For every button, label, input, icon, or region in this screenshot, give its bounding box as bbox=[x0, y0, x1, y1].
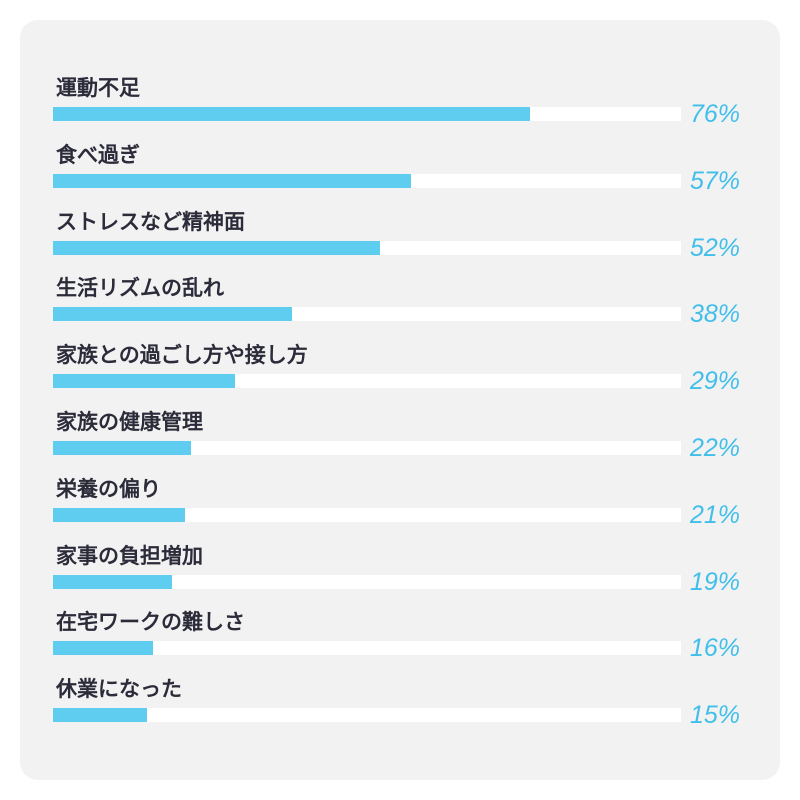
category-label: 栄養の偏り bbox=[56, 476, 161, 501]
value-label: 15% bbox=[690, 701, 741, 730]
bar bbox=[53, 574, 173, 589]
category-label: 運動不足 bbox=[56, 76, 140, 100]
bar bbox=[53, 441, 192, 455]
bar-track bbox=[53, 441, 681, 455]
bar-track bbox=[53, 107, 681, 121]
value-label: 38% bbox=[690, 300, 741, 329]
category-label: ストレスなど精神面 bbox=[56, 209, 245, 234]
bar bbox=[53, 240, 380, 255]
bar-track bbox=[53, 574, 681, 589]
category-label: 家族の健康管理 bbox=[56, 410, 203, 434]
bar-track bbox=[53, 374, 681, 389]
value-label: 19% bbox=[690, 567, 741, 596]
category-label: 生活リズムの乱れ bbox=[56, 276, 224, 301]
bar bbox=[53, 374, 236, 389]
category-label: 食べ過ぎ bbox=[56, 142, 140, 167]
category-label: 在宅ワークの難しさ bbox=[56, 610, 245, 635]
value-label: 22% bbox=[690, 434, 741, 462]
value-label: 16% bbox=[690, 634, 741, 663]
bar-track bbox=[53, 307, 681, 322]
bar-track bbox=[53, 708, 681, 723]
bar bbox=[53, 107, 531, 121]
bar-track bbox=[53, 641, 681, 656]
value-label: 29% bbox=[690, 367, 741, 396]
value-label: 52% bbox=[690, 233, 741, 262]
value-label: 21% bbox=[690, 500, 741, 529]
bar-track bbox=[53, 173, 681, 188]
bar-track bbox=[53, 507, 681, 522]
bar bbox=[53, 173, 411, 188]
value-label: 57% bbox=[690, 166, 741, 195]
bar-track bbox=[53, 240, 681, 255]
category-label: 休業になった bbox=[56, 677, 182, 702]
bar bbox=[53, 507, 185, 522]
category-label: 家事の負担増加 bbox=[56, 543, 203, 568]
category-label: 家族との過ごし方や接し方 bbox=[56, 343, 308, 368]
bar bbox=[53, 307, 292, 322]
bar bbox=[53, 641, 154, 656]
value-label: 76% bbox=[690, 100, 741, 128]
bar bbox=[53, 708, 148, 723]
